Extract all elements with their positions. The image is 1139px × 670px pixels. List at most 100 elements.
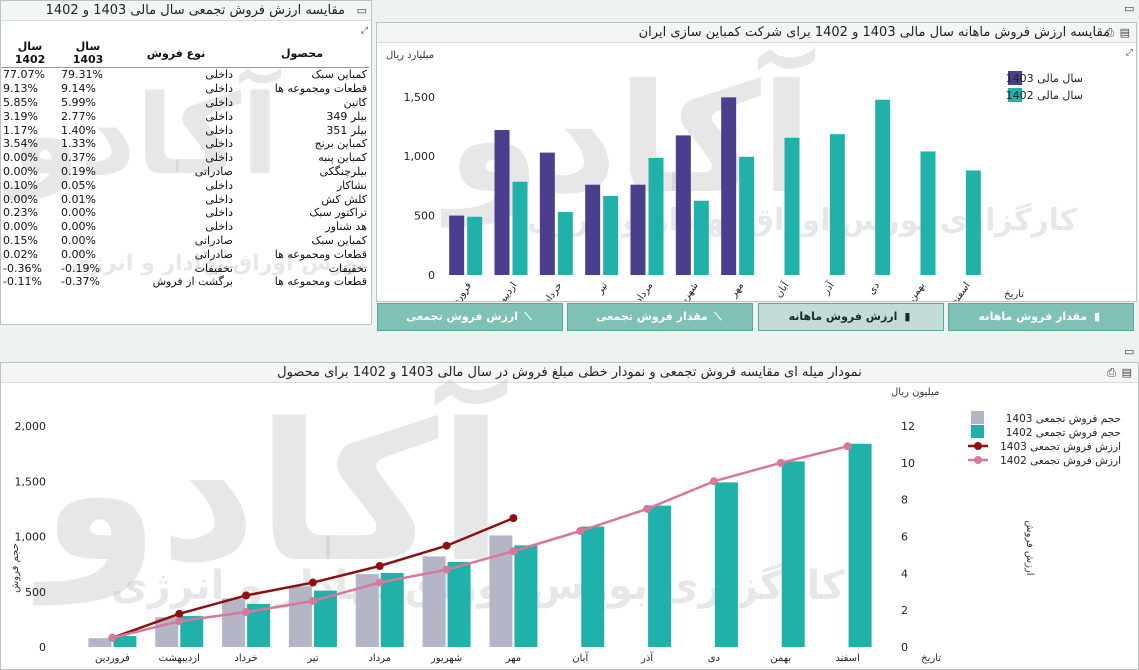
table-row[interactable]: 0.15% 0.00% صادراتی کمباین سبک	[1, 234, 369, 248]
point-1402	[709, 477, 718, 486]
y-tick-label: 500	[25, 586, 46, 599]
cum-bar-1403	[422, 556, 446, 647]
y-axis-title: حجم فروش	[10, 543, 21, 593]
export-icon[interactable]: ▤	[1121, 366, 1132, 379]
y-tick-label: 0	[428, 269, 435, 282]
cum-bar-1403	[288, 586, 312, 647]
legend-swatch-1402	[1008, 88, 1022, 102]
cell-sale-type: صادراتی	[194, 233, 233, 247]
point-1402	[776, 458, 785, 467]
cell-1402: 3.19%	[3, 109, 38, 123]
cell-1402: 0.00%	[3, 220, 38, 234]
cell-1402: -0.11%	[3, 275, 42, 289]
y2-tick-label: 4	[901, 567, 908, 580]
tab-monthly-value[interactable]: ▮ارزش فروش ماهانه	[758, 303, 944, 331]
panel-menu-icon[interactable]: ▭	[356, 4, 367, 17]
bar-1402	[739, 156, 755, 275]
cell-sale-type: داخلی	[205, 178, 233, 192]
panel-menu-icon[interactable]: ▭	[1124, 345, 1135, 358]
x-tick-label: مهر	[505, 653, 521, 664]
cell-sale-type: داخلی	[205, 151, 233, 165]
table-row[interactable]: -0.11% -0.37% برگشت از فروش قطعات ومجموعه ه…	[1, 275, 369, 289]
table-row[interactable]: 77.07% 79.31% داخلی کمباین سبک	[1, 68, 369, 82]
print-icon[interactable]: ⎙	[1105, 26, 1114, 39]
x-tick-label: فروردین	[445, 280, 474, 301]
table-row[interactable]: 3.19% 2.77% داخلی بیلر 349	[1, 109, 369, 123]
cell-1402: 1.17%	[3, 123, 38, 137]
cum-bar-1402	[581, 526, 605, 647]
cell-sale-type: داخلی	[205, 68, 233, 82]
monthly-sales-chart: میلیارد ریال 0 500 1,000 1,500 فروردین اردیبهش…	[386, 50, 1083, 301]
cell-1402: 5.85%	[3, 95, 38, 109]
tab-cumulative-quantity[interactable]: ⟋مقدار فروش تجمعی	[567, 303, 753, 331]
bar-1403	[539, 152, 555, 275]
point-1403	[509, 514, 518, 523]
cell-1403: 0.00%	[61, 206, 96, 220]
table-row[interactable]: 0.00% 0.37% داخلی کمباین پنبه	[1, 151, 369, 165]
bar-1402	[467, 216, 483, 275]
table-row[interactable]: -0.36% -0.19% تخفیفات تخفیفات	[1, 261, 369, 275]
y-tick-label: 1,000	[15, 531, 47, 544]
bar-1402	[875, 99, 891, 275]
cum-bar-1403	[489, 535, 513, 647]
point-1402	[509, 547, 518, 556]
col-header-1403[interactable]: سال 1403	[59, 39, 117, 68]
cell-sale-type: داخلی	[205, 137, 233, 151]
table-panel-title: مقایسه ارزش فروش تجمعی سال مالی 1403 و 1…	[1, 1, 371, 21]
cell-1403: 5.99%	[61, 95, 96, 109]
table-row[interactable]: 0.00% 0.19% صادراتی بیلرچنگکی	[1, 165, 369, 179]
watermark-logo: آکادو	[11, 71, 279, 199]
table-row[interactable]: 0.00% 0.00% داخلی هد شناور	[1, 220, 369, 234]
chart-tabs: ⟋ارزش فروش تجمعی ⟋مقدار فروش تجمعی ▮ارزش…	[377, 303, 1136, 331]
line-chart-icon: ⟋	[713, 310, 722, 323]
bar-1402	[603, 195, 619, 275]
cell-product: بیلرچنگکی	[319, 164, 367, 178]
print-icon[interactable]: ⎙	[1107, 366, 1116, 379]
point-1402	[108, 633, 117, 642]
monthly-chart-panel: مقایسه ارزش فروش ماهانه سال مالی 1403 و …	[376, 22, 1137, 302]
table-row[interactable]: 3.54% 1.33% داخلی کمباین برنج	[1, 137, 369, 151]
cell-sale-type: تخفیفات	[194, 261, 233, 275]
bar-1402	[920, 151, 936, 275]
point-1402	[375, 578, 384, 587]
y-tick-label: 500	[414, 210, 435, 223]
table-row[interactable]: 0.23% 0.00% داخلی تراکتور سبک	[1, 206, 369, 220]
legend-swatch	[971, 425, 984, 438]
expand-icon[interactable]: ⤢	[1125, 48, 1133, 58]
col-header-product[interactable]: محصول	[235, 39, 369, 68]
watermark-subtext: کارگزاری بورس اوراق بهادار و انرژی	[527, 203, 1078, 238]
bar-1402	[784, 137, 800, 275]
cell-sale-type: داخلی	[205, 192, 233, 206]
cell-1402: -0.36%	[3, 261, 42, 275]
table-row[interactable]: 0.02% 0.00% صادراتی قطعات ومجموعه ها	[1, 247, 369, 261]
table-row[interactable]: 9.13% 9.14% داخلی قطعات ومجموعه ها	[1, 82, 369, 96]
cell-product: نشاکار	[336, 178, 367, 192]
cell-1403: 0.01%	[61, 192, 96, 206]
point-1402	[576, 527, 585, 535]
line-1402	[112, 445, 848, 640]
cell-product: کمباین سبک	[311, 233, 367, 247]
x-tick-label: اسفند	[835, 653, 859, 664]
y2-tick-label: 0	[901, 641, 908, 654]
col-header-1402[interactable]: سال 1402	[1, 39, 59, 68]
cell-1403: 79.31%	[61, 68, 103, 82]
col-header-sale-type[interactable]: نوع فروش	[117, 39, 235, 68]
table-row[interactable]: 5.85% 5.99% داخلی کاتین	[1, 96, 369, 110]
table-row[interactable]: 0.00% 0.01% داخلی کلش کش	[1, 192, 369, 206]
point-1403	[442, 541, 451, 550]
table-row[interactable]: 0.10% 0.05% داخلی نشاکار	[1, 178, 369, 192]
tab-monthly-quantity[interactable]: ▮مقدار فروش ماهانه	[948, 303, 1134, 331]
y-tick-label: 0	[39, 641, 46, 654]
x-tick-label: دی	[866, 280, 882, 296]
table-row[interactable]: 1.17% 1.40% داخلی بیلر 351	[1, 123, 369, 137]
tab-cumulative-value[interactable]: ⟋ارزش فروش تجمعی	[377, 303, 563, 331]
cell-1402: 0.02%	[3, 247, 38, 261]
watermark-subtext: کارگزاری بورس اوراق بهادار و انرژی	[71, 251, 371, 276]
expand-icon[interactable]: ⤢	[360, 26, 368, 36]
x-tick-label: خرداد	[542, 280, 564, 301]
export-icon[interactable]: ▤	[1119, 26, 1130, 39]
panel-menu-icon[interactable]: ▭	[1124, 2, 1135, 15]
x-tick-label: فروردین	[95, 653, 130, 664]
cum-bar-1402	[380, 572, 404, 647]
cumulative-chart-title: نمودار میله ای مقایسه فروش تجمعی و نمودا…	[1, 363, 1138, 383]
